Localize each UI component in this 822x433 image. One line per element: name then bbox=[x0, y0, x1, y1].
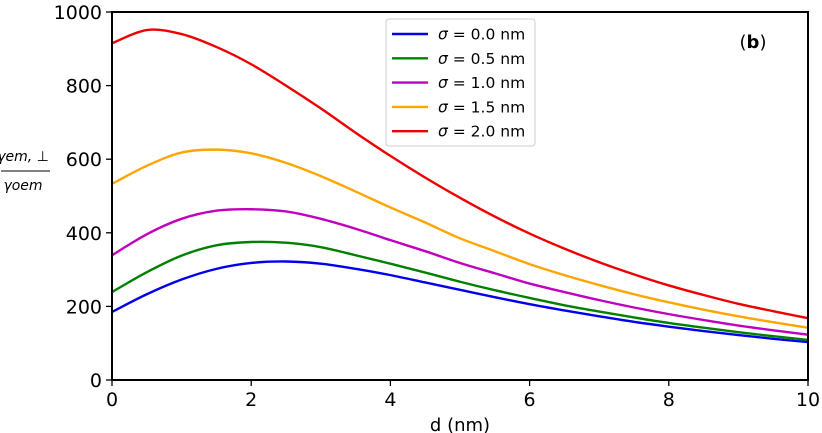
legend-label-1: σ = 0.5 nm bbox=[438, 50, 525, 68]
legend-label-value: = 1.5 nm bbox=[448, 98, 525, 116]
series-line-2 bbox=[111, 208, 809, 336]
legend-label-value: = 0.0 nm bbox=[448, 26, 525, 44]
series-line-3 bbox=[111, 148, 809, 329]
y-axis-label: γem, ⊥ γoem bbox=[0, 149, 50, 194]
y-tick-label: 600 bbox=[66, 149, 102, 171]
series-lines bbox=[111, 28, 809, 344]
panel-label-close: ) bbox=[759, 32, 766, 53]
series-line-0 bbox=[111, 260, 809, 344]
legend-label-symbol: σ bbox=[438, 123, 449, 141]
legend-label-symbol: σ bbox=[438, 98, 449, 116]
y-axis-ticks: 0 200 400 600 800 1000 bbox=[54, 2, 112, 392]
x-tick-label: 10 bbox=[796, 389, 820, 411]
legend-label-symbol: σ bbox=[438, 26, 449, 44]
y-axis-label-denominator: γoem bbox=[3, 178, 42, 194]
legend-box bbox=[385, 18, 536, 147]
panel-label: (b) bbox=[740, 32, 767, 53]
series-line-1 bbox=[111, 240, 809, 342]
legend-label-0: σ = 0.0 nm bbox=[438, 26, 525, 44]
legend-label-value: = 1.0 nm bbox=[448, 74, 525, 92]
legend-label-2: σ = 1.0 nm bbox=[438, 74, 525, 92]
y-tick-label: 400 bbox=[66, 223, 102, 245]
legend-label-value: = 0.5 nm bbox=[448, 50, 525, 68]
y-tick-label: 800 bbox=[66, 76, 102, 98]
x-axis-label: d (nm) bbox=[430, 415, 490, 433]
legend-label-4: σ = 2.0 nm bbox=[438, 123, 525, 141]
y-tick-label: 1000 bbox=[54, 2, 102, 24]
y-tick-label: 200 bbox=[66, 296, 102, 318]
legend-label-value: = 2.0 nm bbox=[448, 123, 525, 141]
panel-label-open: ( bbox=[740, 32, 747, 53]
x-tick-label: 0 bbox=[106, 389, 118, 411]
legend: σ = 0.0 nmσ = 0.5 nmσ = 1.0 nmσ = 1.5 nm… bbox=[385, 18, 536, 147]
x-tick-label: 8 bbox=[663, 389, 675, 411]
x-tick-label: 2 bbox=[245, 389, 257, 411]
legend-label-symbol: σ bbox=[438, 74, 449, 92]
y-tick-label: 0 bbox=[90, 370, 102, 392]
x-axis-ticks: 0 2 4 6 8 10 bbox=[106, 380, 820, 411]
plot-frame bbox=[111, 11, 809, 381]
x-tick-label: 4 bbox=[384, 389, 396, 411]
panel-label-letter: b bbox=[747, 32, 760, 53]
x-tick-label: 6 bbox=[524, 389, 536, 411]
y-axis-label-numerator: γem, ⊥ bbox=[0, 149, 49, 165]
legend-label-symbol: σ bbox=[438, 50, 449, 68]
series-line-4 bbox=[111, 28, 809, 320]
legend-label-3: σ = 1.5 nm bbox=[438, 98, 525, 116]
